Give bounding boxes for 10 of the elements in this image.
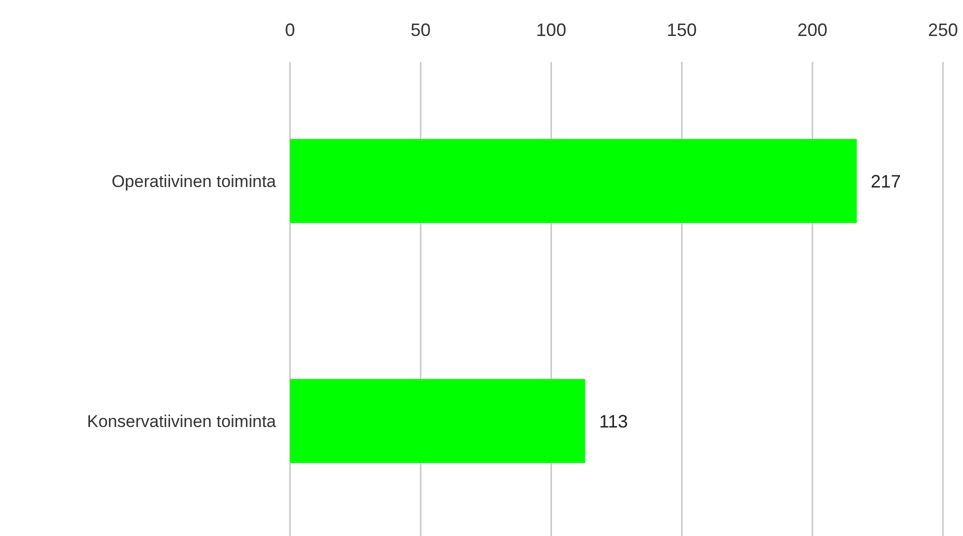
- x-tick-label: 250: [928, 20, 958, 40]
- x-tick-label: 100: [536, 20, 566, 40]
- data-label: 113: [599, 411, 628, 432]
- y-tick-label: Konservatiivinen toiminta: [87, 412, 277, 431]
- x-tick-label: 200: [797, 20, 828, 40]
- y-tick-label: Operatiivinen toiminta: [112, 172, 277, 191]
- x-tick-label: 150: [666, 20, 697, 40]
- x-tick-label: 50: [410, 20, 431, 40]
- x-tick-label: 0: [284, 20, 296, 40]
- data-label: 217: [870, 171, 901, 192]
